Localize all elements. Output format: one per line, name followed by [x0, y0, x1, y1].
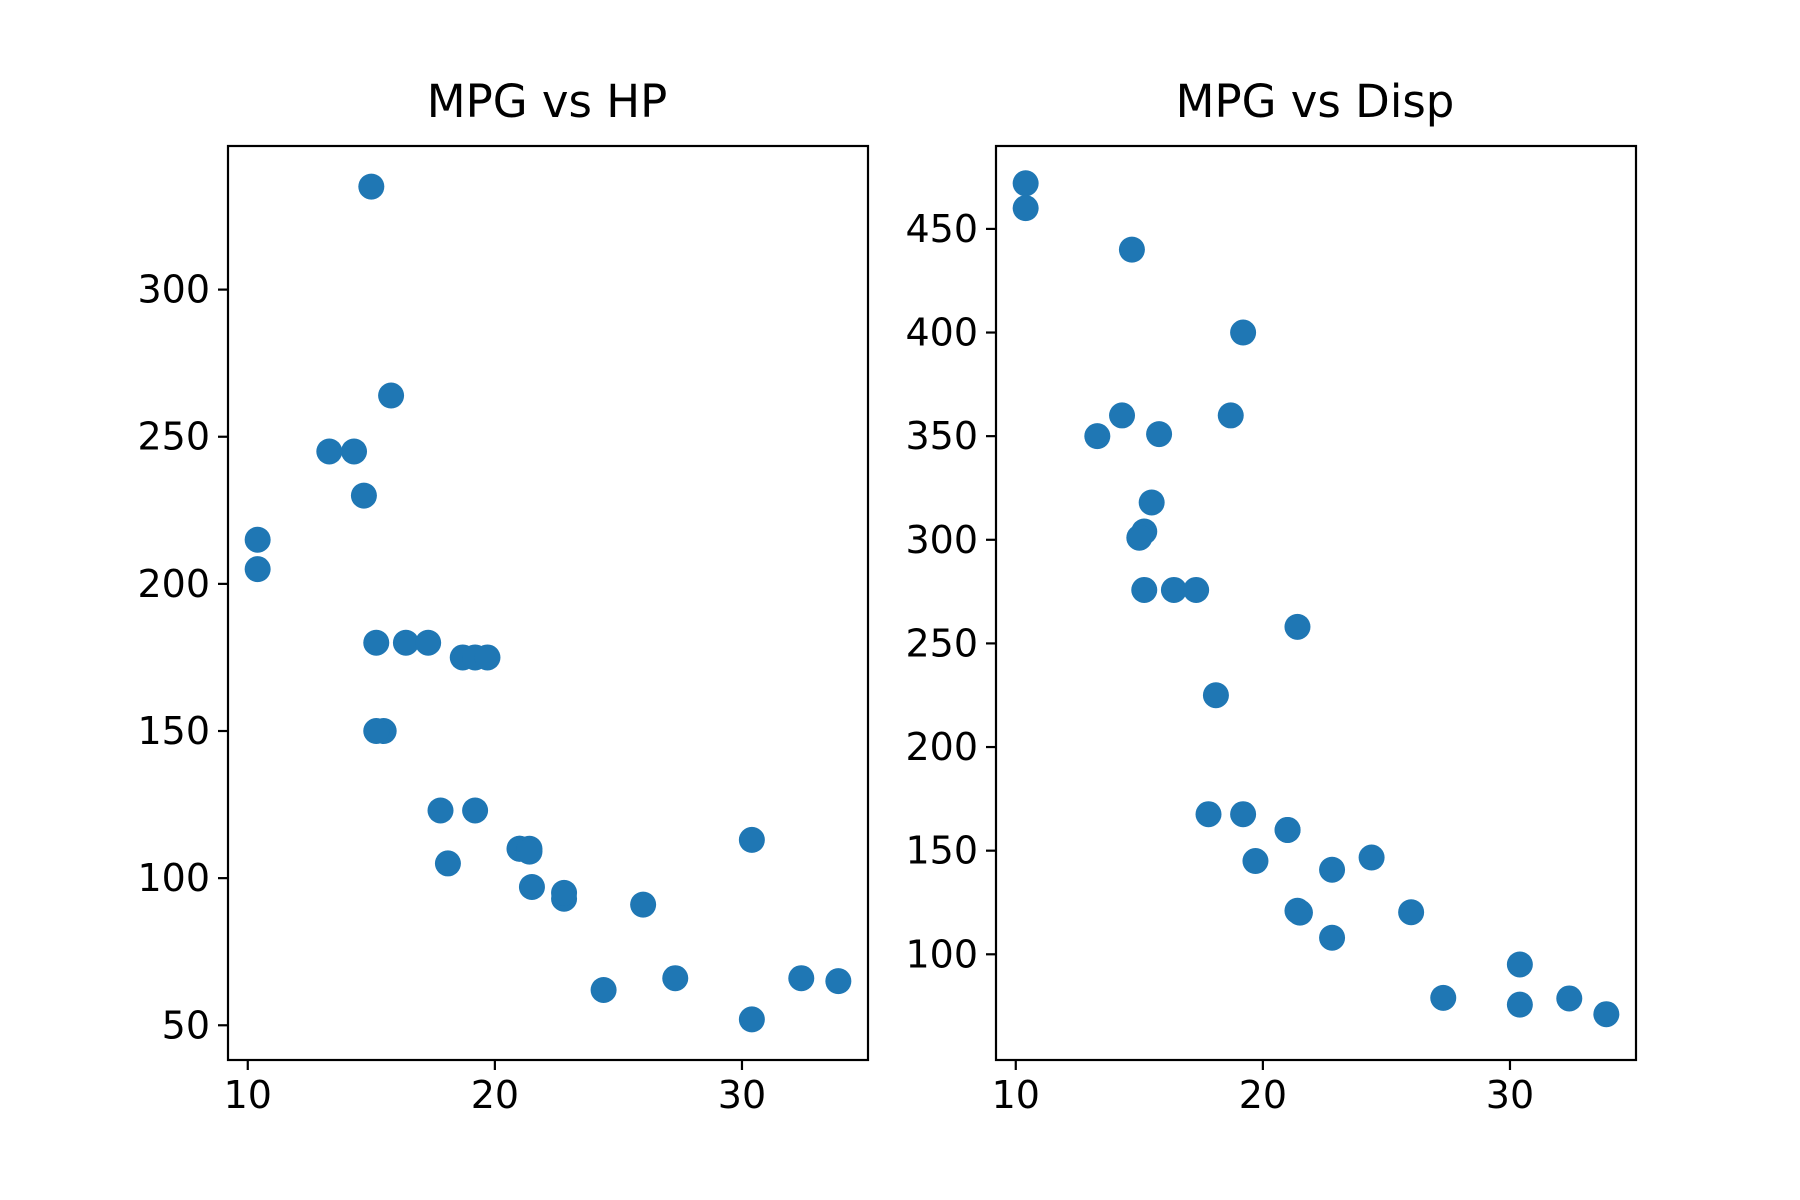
- y-tick-label: 350: [905, 414, 978, 458]
- scatter-point: [1217, 402, 1244, 429]
- scatter-point: [341, 438, 368, 465]
- scatter-point: [358, 173, 385, 200]
- y-tick-label: 450: [905, 207, 978, 251]
- scatter-point: [350, 482, 377, 509]
- scatter-point: [1202, 682, 1229, 709]
- chart-title: MPG vs Disp: [1176, 75, 1455, 128]
- scatter-point: [662, 965, 689, 992]
- scatter-point: [1230, 319, 1257, 346]
- scatter-point: [1131, 576, 1158, 603]
- scatter-point: [1126, 524, 1153, 551]
- scatter-point: [1138, 489, 1165, 516]
- scatter-point: [788, 965, 815, 992]
- y-tick-label: 200: [137, 562, 210, 606]
- x-tick-label: 30: [1486, 1073, 1534, 1117]
- scatter-point: [1284, 897, 1311, 924]
- scatter-point: [363, 718, 390, 745]
- y-tick-label: 200: [905, 725, 978, 769]
- scatter-point: [1183, 576, 1210, 603]
- y-tick-label: 250: [137, 415, 210, 459]
- scatter-point: [1284, 613, 1311, 640]
- scatter-point: [434, 850, 461, 877]
- chart-mpg-vs-disp: MPG vs Disp 10 20 30 100 150 200 250 300 350 400…: [905, 75, 1638, 1117]
- scatter-point: [1109, 402, 1136, 429]
- scatter-point: [1358, 844, 1385, 871]
- scatter-point: [738, 1006, 765, 1033]
- y-axis-ticks: 100 150 200 250 300 350 400 450: [905, 207, 996, 976]
- scatter-point: [1118, 236, 1145, 263]
- scatter-point: [1274, 816, 1301, 843]
- scatter-point: [630, 891, 657, 918]
- scatter-point: [1146, 421, 1173, 448]
- y-tick-label: 150: [905, 829, 978, 873]
- scatter-point: [427, 797, 454, 824]
- scatter-point: [316, 438, 343, 465]
- scatter-point: [1012, 195, 1039, 222]
- y-tick-label: 100: [137, 856, 210, 900]
- scatter-point: [1506, 991, 1533, 1018]
- x-tick-label: 20: [471, 1073, 519, 1117]
- y-tick-label: 300: [137, 268, 210, 312]
- x-tick-label: 30: [718, 1073, 766, 1117]
- scatter-point: [518, 873, 545, 900]
- scatter-point: [1230, 801, 1257, 828]
- scatter-point: [1556, 985, 1583, 1012]
- scatter-point: [1430, 984, 1457, 1011]
- chart-mpg-vs-hp: MPG vs HP 10 20 30 50 100 150 200 250 300: [137, 75, 870, 1117]
- scatter-point: [244, 526, 271, 553]
- scatter-point: [1012, 170, 1039, 197]
- scatter-point: [1319, 856, 1346, 883]
- axes-frame: [994, 144, 1638, 1062]
- scatter-point: [551, 879, 578, 906]
- y-axis-ticks: 50 100 150 200 250 300: [137, 268, 228, 1047]
- scatter-points: [244, 173, 852, 1033]
- y-tick-label: 250: [905, 621, 978, 665]
- x-tick-label: 10: [992, 1073, 1040, 1117]
- scatter-point: [1398, 899, 1425, 926]
- y-tick-label: 100: [905, 932, 978, 976]
- y-tick-label: 50: [162, 1003, 210, 1047]
- scatter-point: [363, 629, 390, 656]
- scatter-point: [378, 382, 405, 409]
- scatter-point: [825, 968, 852, 995]
- scatter-point: [392, 629, 419, 656]
- scatter-point: [1506, 951, 1533, 978]
- scatter-point: [474, 644, 501, 671]
- scatter-point: [1084, 423, 1111, 450]
- scatter-point: [1593, 1001, 1620, 1028]
- scatter-point: [516, 838, 543, 865]
- scatter-point: [462, 797, 489, 824]
- scatter-point: [590, 976, 617, 1003]
- x-tick-label: 10: [224, 1073, 272, 1117]
- scatter-point: [1319, 924, 1346, 951]
- x-tick-label: 20: [1239, 1073, 1287, 1117]
- y-tick-label: 150: [137, 709, 210, 753]
- scatter-point: [738, 826, 765, 853]
- scatter-point: [1195, 801, 1222, 828]
- axes-frame: [226, 144, 870, 1062]
- scatter-points: [1012, 170, 1620, 1028]
- scatter-point: [1242, 848, 1269, 875]
- scatter-point: [1160, 576, 1187, 603]
- x-axis-ticks: 10 20 30: [992, 1060, 1534, 1117]
- y-tick-label: 300: [905, 518, 978, 562]
- y-tick-label: 400: [905, 311, 978, 355]
- chart-title: MPG vs HP: [427, 75, 668, 128]
- x-axis-ticks: 10 20 30: [224, 1060, 766, 1117]
- scatter-point: [244, 556, 271, 583]
- scatter-point: [415, 629, 442, 656]
